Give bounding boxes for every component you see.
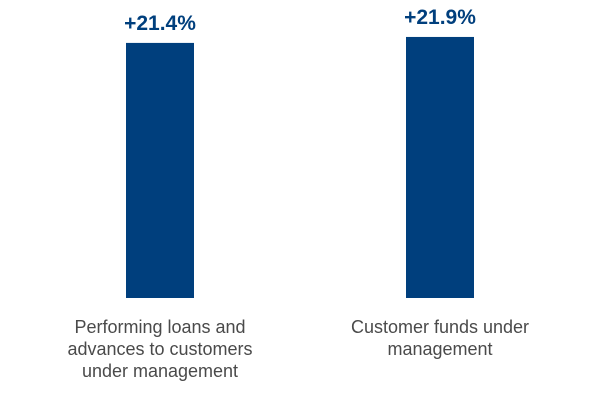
category-label-1: Performing loans and advances to customer…	[67, 317, 252, 381]
value-label-1: +21.4%	[124, 12, 196, 35]
category-label-2-line-2: management	[387, 339, 492, 359]
category-label-2-line-1: Customer funds under	[351, 317, 529, 337]
bar-1	[126, 42, 194, 298]
labels-layer: +21.4% Performing loans and advances to cu…	[67, 6, 529, 381]
category-label-1-line-1: Performing loans and	[74, 317, 245, 337]
value-label-2: +21.9%	[404, 6, 476, 29]
category-label-1-line-2: advances to customers	[67, 339, 252, 359]
category-label-2: Customer funds under management	[351, 317, 529, 359]
category-label-1-line-3: under management	[82, 361, 238, 381]
bar-2	[406, 36, 474, 299]
bars-layer	[126, 36, 474, 299]
